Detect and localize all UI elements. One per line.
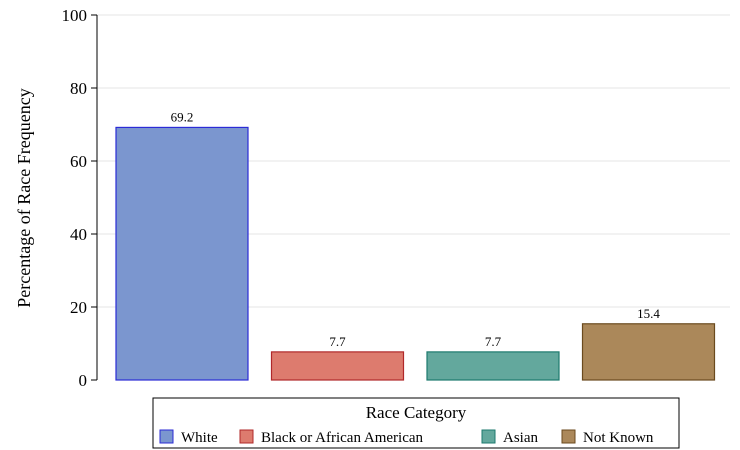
bar-value-label: 69.2	[171, 109, 194, 124]
y-tick-label: 0	[79, 371, 88, 390]
legend: Race Category White Black or African Amer…	[152, 397, 680, 449]
bar-black-or-african-american	[270, 351, 405, 381]
legend-frame	[152, 397, 680, 449]
y-axis-label: Percentage of Race Frequency	[14, 88, 34, 307]
legend-swatch	[239, 429, 254, 444]
legend-entry-label: Not Known	[583, 430, 654, 446]
y-tick-label: 60	[70, 152, 87, 171]
bar-value-label: 7.7	[485, 334, 502, 349]
bar-value-label: 7.7	[329, 334, 346, 349]
axes: Percentage of Race Frequency 0 20 40 60 80 10…	[14, 6, 98, 390]
legend-swatch	[481, 429, 496, 444]
bar-value-label: 15.4	[637, 306, 660, 321]
bars	[115, 126, 716, 381]
y-tick-label: 40	[70, 225, 87, 244]
legend-entry-label: White	[181, 430, 218, 446]
bar-white	[115, 126, 249, 381]
bar-not-known	[581, 323, 716, 381]
data-labels: 69.2 7.7 7.7 15.4	[171, 109, 661, 348]
y-tick-label: 20	[70, 298, 87, 317]
legend-entry-label: Black or African American	[261, 430, 424, 446]
bar-asian	[426, 351, 560, 381]
y-tick-label: 80	[70, 79, 87, 98]
legend-title: Race Category	[366, 403, 467, 422]
legend-swatch	[159, 429, 174, 444]
legend-swatch	[561, 429, 576, 444]
legend-entry-label: Asian	[503, 430, 538, 446]
y-tick-label: 100	[62, 6, 88, 25]
